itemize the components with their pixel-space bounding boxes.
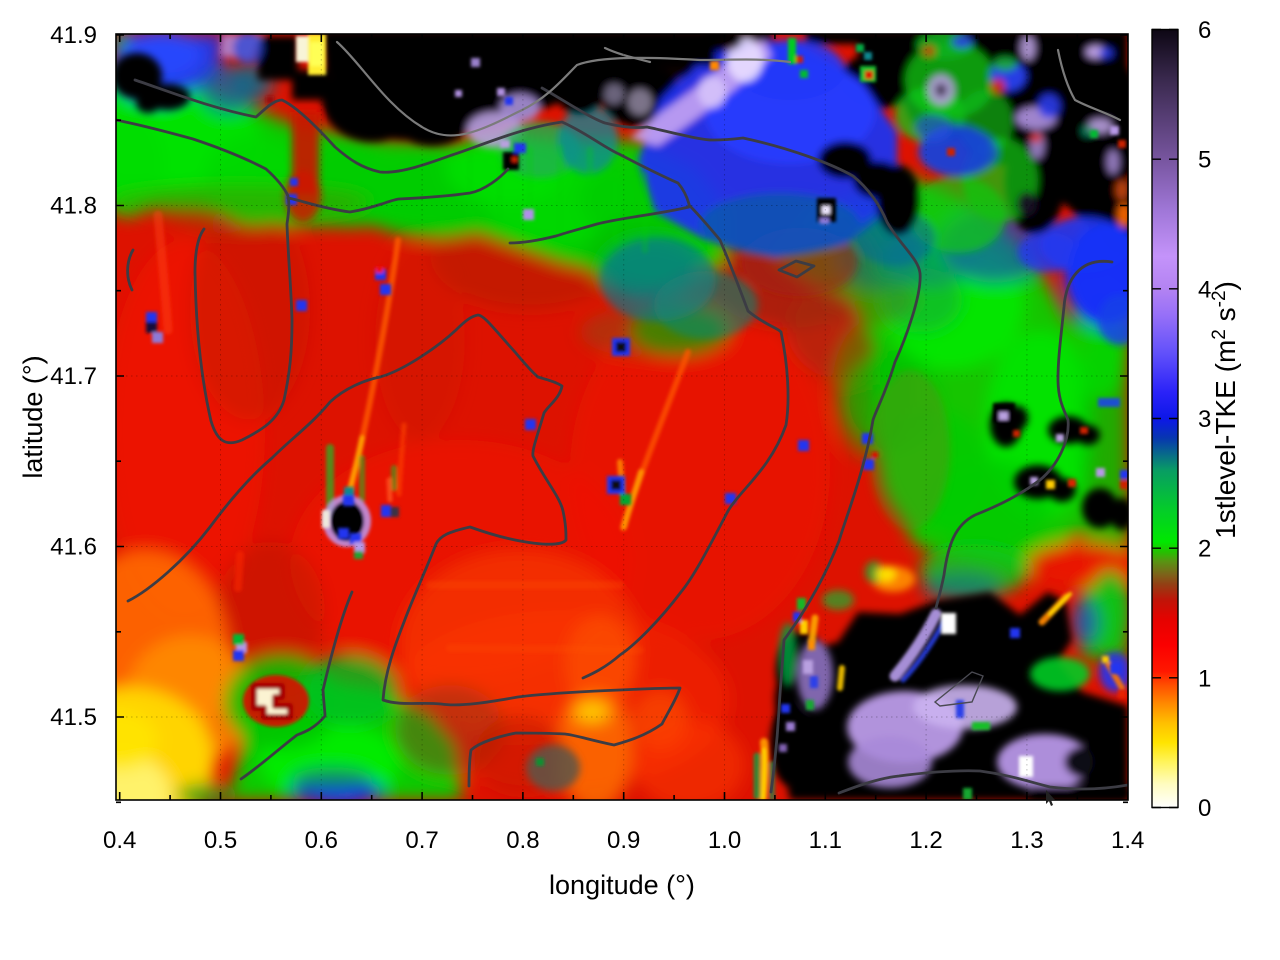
svg-text:41.8: 41.8 bbox=[50, 193, 97, 220]
svg-text:1.0: 1.0 bbox=[708, 827, 741, 854]
svg-text:1stlevel-TKE (m2 s-2): 1stlevel-TKE (m2 s-2) bbox=[1209, 281, 1241, 539]
svg-text:5: 5 bbox=[1198, 147, 1211, 174]
svg-text:0.5: 0.5 bbox=[204, 827, 237, 854]
svg-text:1: 1 bbox=[1198, 665, 1211, 692]
svg-text:0: 0 bbox=[1198, 795, 1211, 822]
svg-text:0.7: 0.7 bbox=[405, 827, 438, 854]
svg-text:1.3: 1.3 bbox=[1010, 827, 1043, 854]
svg-text:longitude (°): longitude (°) bbox=[549, 870, 695, 900]
svg-text:2: 2 bbox=[1198, 536, 1211, 563]
svg-text:0.9: 0.9 bbox=[607, 827, 640, 854]
svg-text:3: 3 bbox=[1198, 406, 1211, 433]
svg-text:41.7: 41.7 bbox=[50, 363, 97, 390]
svg-text:41.5: 41.5 bbox=[50, 704, 97, 731]
svg-text:0.6: 0.6 bbox=[305, 827, 338, 854]
svg-text:41.9: 41.9 bbox=[50, 22, 97, 49]
svg-text:1.1: 1.1 bbox=[809, 827, 842, 854]
svg-text:6: 6 bbox=[1198, 17, 1211, 44]
svg-text:1.2: 1.2 bbox=[909, 827, 942, 854]
svg-text:1.4: 1.4 bbox=[1111, 827, 1144, 854]
svg-text:4: 4 bbox=[1198, 276, 1211, 303]
svg-text:latitude (°): latitude (°) bbox=[18, 355, 48, 478]
svg-text:0.8: 0.8 bbox=[506, 827, 539, 854]
svg-text:0.4: 0.4 bbox=[103, 827, 136, 854]
svg-text:41.6: 41.6 bbox=[50, 534, 97, 561]
